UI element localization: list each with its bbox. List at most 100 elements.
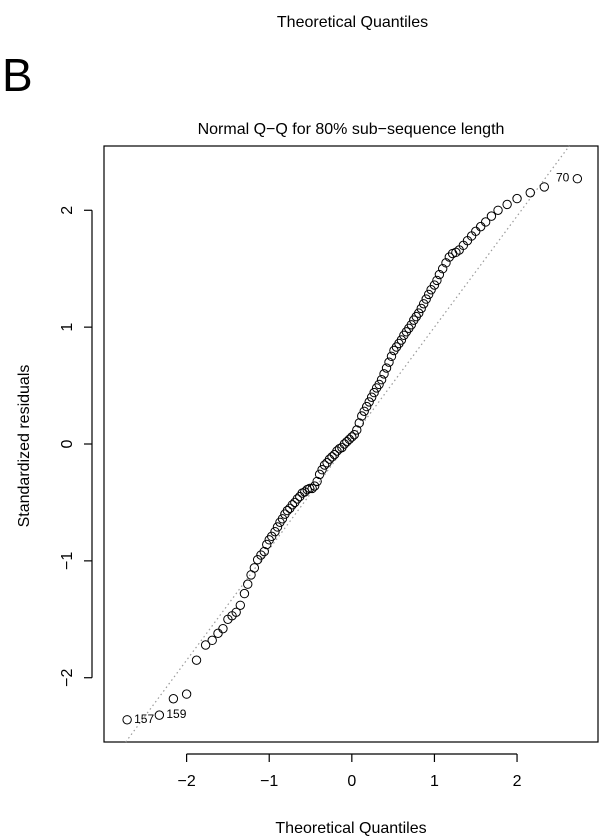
x-tick-label: 0 [347,773,356,790]
x-tick-label: −1 [260,773,278,790]
plot-frame [103,145,599,743]
reference-line-segment [125,145,570,743]
qq-point [376,375,387,385]
qq-point [486,211,497,221]
qq-point [441,258,451,268]
qq-point [572,174,583,184]
x-axis: −2 −1 0 1 2 [177,753,522,790]
qq-point [181,689,192,699]
x-tick-label: 1 [430,773,439,790]
x-tick-label: −2 [177,773,195,790]
qq-point [347,432,357,442]
qq-point [364,397,374,407]
qq-point [493,205,503,215]
qq-point [154,710,165,720]
qq-point [416,303,426,314]
data-points [122,174,583,725]
qq-point [349,429,360,440]
qq-point [429,280,440,290]
qq-point [307,483,317,494]
qq-point [270,526,280,537]
qq-point [414,308,424,318]
qq-point [354,418,364,428]
qq-point [317,465,327,475]
qq-point [374,379,384,390]
top-x-axis-label: Theoretical Quantiles [276,14,429,31]
y-tick-label: 2 [59,206,76,215]
qq-point [319,460,330,470]
qq-point [352,425,362,435]
x-tick-label: 2 [513,773,522,790]
qq-point [200,640,211,650]
qq-point [207,635,217,646]
qq-point [342,436,352,447]
qq-point [277,514,288,524]
qq-point [252,554,263,565]
qq-point [366,392,377,402]
qq-point [304,483,315,494]
chart-title: Normal Q−Q for 80% sub−sequence length [198,121,505,138]
qq-point [426,285,436,295]
qq-point [423,289,434,300]
qq-point [266,531,277,542]
qq-point [262,539,272,550]
qq-point [122,715,132,725]
y-tick-label: 0 [59,439,76,448]
y-axis: −2 −1 0 1 2 [59,206,93,687]
qq-point [437,264,448,274]
qq-point [421,294,431,304]
qq-point [418,299,429,309]
qq-point [282,505,293,516]
qq-point [539,182,550,192]
y-tick-label: −1 [59,552,76,570]
qq-point [434,269,445,280]
qq-point [344,434,355,445]
qq-point [235,600,246,610]
qq-point [357,411,367,421]
qq-point [475,221,486,232]
qq-point [432,275,442,286]
qq-point [502,199,512,210]
qq-point [339,439,350,449]
qq-point [451,247,461,258]
qq-point [272,522,283,532]
y-tick-label: 1 [59,323,76,332]
panel-letter: B [2,49,33,101]
qq-point [480,217,491,227]
point-label: 157 [134,712,154,726]
qq-point [332,446,342,456]
qq-point [256,550,266,560]
point-label: 70 [556,171,570,185]
y-tick-label: −2 [59,669,76,687]
qq-point [361,401,372,412]
qq-point [327,452,337,462]
qq-point [384,357,394,367]
qq-point [379,369,389,379]
qq-point [381,363,392,373]
qq-point [191,655,202,665]
reference-line [125,145,570,743]
qq-point [239,588,250,599]
qq-point [168,694,179,704]
qq-point [287,500,298,510]
qq-point [471,226,481,237]
qq-point [396,335,407,345]
qq-point [314,469,325,480]
point-label: 159 [166,707,186,721]
qq-point [231,607,241,617]
qq-point [218,623,228,634]
qq-point [243,579,253,589]
qq-point [444,252,455,262]
qq-point [525,188,535,198]
point-labels: 157 159 70 [134,171,570,726]
qq-point [359,406,369,416]
x-axis-label: Theoretical Quantiles [275,820,426,837]
qq-point [300,487,310,497]
qq-point [309,481,320,491]
qq-point [259,546,269,557]
qq-point [369,387,379,398]
qq-point [324,454,335,464]
qq-point [406,320,417,330]
qq-point [213,628,223,639]
